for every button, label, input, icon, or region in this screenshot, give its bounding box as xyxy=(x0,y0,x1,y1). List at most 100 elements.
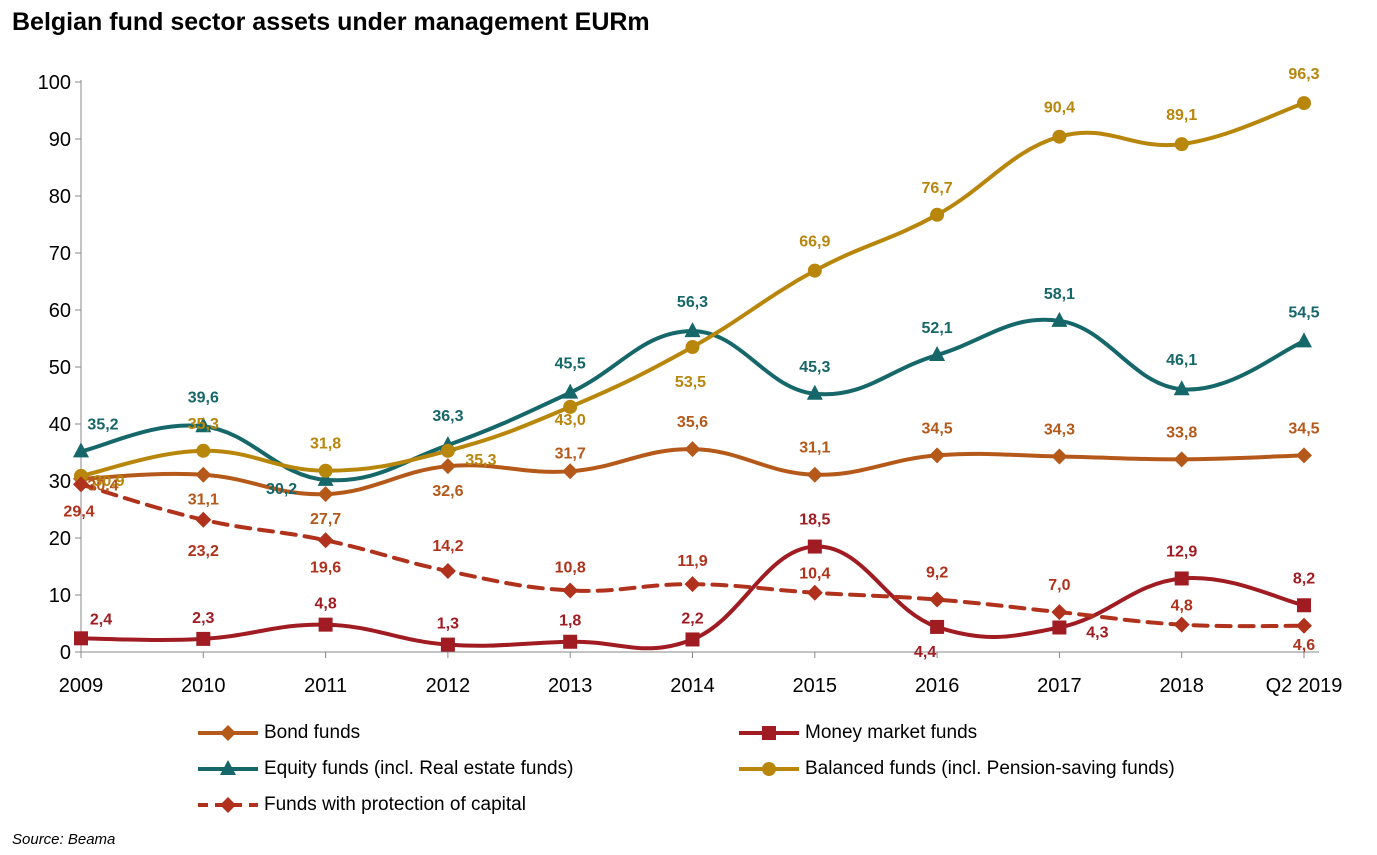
balanced-funds-incl-pension-saving-funds-data-label: 90,4 xyxy=(1044,100,1075,117)
series-markers xyxy=(73,96,1312,652)
funds-with-protection-of-capital-marker xyxy=(1173,616,1190,633)
bond-funds-data-label: 35,6 xyxy=(677,414,708,431)
y-tick-label: 60 xyxy=(49,300,71,322)
equity-funds-incl-real-estate-funds-marker xyxy=(684,322,701,338)
bond-funds-marker xyxy=(195,466,212,483)
bond-funds-marker xyxy=(1051,448,1068,465)
x-tick-label: 2009 xyxy=(59,675,104,697)
funds-with-protection-of-capital-data-label: 10,4 xyxy=(799,566,830,583)
balanced-funds-incl-pension-saving-funds-data-label: 76,7 xyxy=(922,180,953,197)
funds-with-protection-of-capital-data-label: 7,0 xyxy=(1048,577,1070,594)
money-market-funds-marker xyxy=(685,632,700,647)
money-market-funds-data-label: 4,4 xyxy=(914,644,936,661)
chart-axes: 0 10 20 30 40 50 60 70 80 90 100 2009 2010 2011 2012 20… xyxy=(38,72,1343,697)
legend-swatch xyxy=(739,762,799,776)
funds-with-protection-of-capital-marker xyxy=(562,582,579,599)
legend-swatch-marker xyxy=(762,726,776,740)
equity-funds-incl-real-estate-funds-data-label: 45,5 xyxy=(555,356,586,373)
money-market-funds-marker xyxy=(318,617,333,632)
equity-funds-incl-real-estate-funds-marker xyxy=(1296,332,1312,348)
bond-funds-data-label: 30,4 xyxy=(87,478,118,495)
funds-with-protection-of-capital-data-label: 10,8 xyxy=(555,559,586,576)
legend-swatch xyxy=(739,726,799,740)
money-market-funds-data-label: 8,2 xyxy=(1293,570,1315,587)
funds-with-protection-of-capital-data-label: 9,2 xyxy=(926,565,948,582)
bond-funds-data-label: 34,5 xyxy=(922,420,953,437)
y-tick-label: 70 xyxy=(49,243,71,265)
legend-item-equity-funds-incl-real-estate-funds: Equity funds (incl. Real estate funds) xyxy=(196,758,573,780)
equity-funds-incl-real-estate-funds-marker xyxy=(73,442,89,458)
legend-swatch-marker xyxy=(220,725,236,741)
legend-swatch-marker xyxy=(220,760,236,775)
money-market-funds-marker xyxy=(1052,620,1067,635)
equity-funds-incl-real-estate-funds-data-label: 35,2 xyxy=(87,416,118,433)
legend-label: Funds with protection of capital xyxy=(264,794,526,815)
funds-with-protection-of-capital-data-label: 29,4 xyxy=(63,503,94,520)
x-tick-label: 2011 xyxy=(304,675,347,697)
money-market-funds-marker xyxy=(196,631,211,646)
money-market-funds-marker xyxy=(807,539,822,554)
money-market-funds-data-label: 1,8 xyxy=(559,613,581,630)
funds-with-protection-of-capital-marker xyxy=(317,532,334,549)
money-market-funds-marker xyxy=(74,631,88,646)
funds-with-protection-of-capital-marker xyxy=(439,563,456,580)
bond-funds-data-label: 34,5 xyxy=(1288,420,1319,437)
y-tick-label: 10 xyxy=(49,585,71,607)
equity-funds-incl-real-estate-funds-marker xyxy=(195,417,212,433)
money-market-funds-data-label: 2,4 xyxy=(90,611,112,628)
equity-funds-incl-real-estate-funds-marker xyxy=(929,346,946,362)
bond-funds-marker xyxy=(929,447,946,464)
legend-swatch xyxy=(198,725,258,741)
source-note: Source: Beama xyxy=(12,831,116,848)
funds-with-protection-of-capital-data-label: 14,2 xyxy=(432,538,463,555)
equity-funds-incl-real-estate-funds-data-label: 58,1 xyxy=(1044,286,1075,303)
money-market-funds-data-label: 4,8 xyxy=(314,596,336,613)
bond-funds-data-label: 31,1 xyxy=(188,492,219,509)
funds-with-protection-of-capital-marker xyxy=(684,576,701,593)
bond-funds-marker xyxy=(684,441,701,458)
funds-with-protection-of-capital-marker xyxy=(1051,604,1068,621)
money-market-funds-data-label: 4,3 xyxy=(1086,624,1108,641)
money-market-funds-marker xyxy=(930,619,945,634)
funds-with-protection-of-capital-marker xyxy=(1296,617,1312,634)
balanced-funds-incl-pension-saving-funds-data-label: 43,0 xyxy=(555,412,586,429)
balanced-funds-incl-pension-saving-funds-marker xyxy=(563,399,578,414)
equity-funds-incl-real-estate-funds-marker xyxy=(317,470,334,486)
legend-item-balanced-funds-incl-pension-saving-funds: Balanced funds (incl. Pension-saving fun… xyxy=(737,758,1175,780)
y-tick-label: 20 xyxy=(49,528,71,550)
bond-funds-data-label: 31,1 xyxy=(799,440,830,457)
money-market-funds-marker xyxy=(440,637,455,652)
balanced-funds-incl-pension-saving-funds-marker xyxy=(196,443,211,458)
legend-item-funds-with-protection-of-capital: Funds with protection of capital xyxy=(196,794,526,816)
funds-with-protection-of-capital-marker xyxy=(195,511,212,528)
money-market-funds-marker xyxy=(1297,598,1311,613)
equity-funds-incl-real-estate-funds-data-label: 30,2 xyxy=(266,481,297,498)
funds-with-protection-of-capital-marker xyxy=(73,476,89,493)
balanced-funds-incl-pension-saving-funds-marker xyxy=(1174,137,1189,152)
equity-funds-incl-real-estate-funds-data-label: 45,3 xyxy=(799,359,830,376)
money-market-funds-data-label: 2,3 xyxy=(192,610,214,627)
legend-swatch xyxy=(198,797,258,813)
legend-label: Money market funds xyxy=(805,722,978,743)
y-tick-label: 100 xyxy=(38,72,71,94)
legend-label: Equity funds (incl. Real estate funds) xyxy=(264,758,574,779)
equity-funds-incl-real-estate-funds-data-label: 46,1 xyxy=(1166,352,1197,369)
y-tick-label: 0 xyxy=(60,642,71,664)
bond-funds-marker xyxy=(806,466,823,483)
balanced-funds-incl-pension-saving-funds-marker xyxy=(807,263,822,278)
equity-funds-incl-real-estate-funds-marker xyxy=(562,383,579,399)
funds-with-protection-of-capital-data-label: 4,8 xyxy=(1171,598,1193,615)
equity-funds-incl-real-estate-funds-marker xyxy=(1173,380,1190,396)
equity-funds-incl-real-estate-funds-data-label: 52,1 xyxy=(922,320,953,337)
legend-item-money-market-funds: Money market funds xyxy=(737,722,977,744)
balanced-funds-incl-pension-saving-funds-data-label: 31,8 xyxy=(310,436,341,453)
balanced-funds-incl-pension-saving-funds-data-label: 96,3 xyxy=(1288,66,1319,83)
bond-funds-marker xyxy=(1296,447,1312,464)
balanced-funds-incl-pension-saving-funds-marker xyxy=(1297,96,1311,111)
balanced-funds-incl-pension-saving-funds-marker xyxy=(318,463,333,478)
balanced-funds-incl-pension-saving-funds-data-label: 35,3 xyxy=(465,452,496,469)
x-tick-label: 2012 xyxy=(426,675,471,697)
legend-label: Balanced funds (incl. Pension-saving fun… xyxy=(805,758,1175,779)
data-labels: 30,4 31,1 27,7 32,6 31,7 35,6 31,1 34,5 34,3 33,8… xyxy=(63,66,1319,661)
